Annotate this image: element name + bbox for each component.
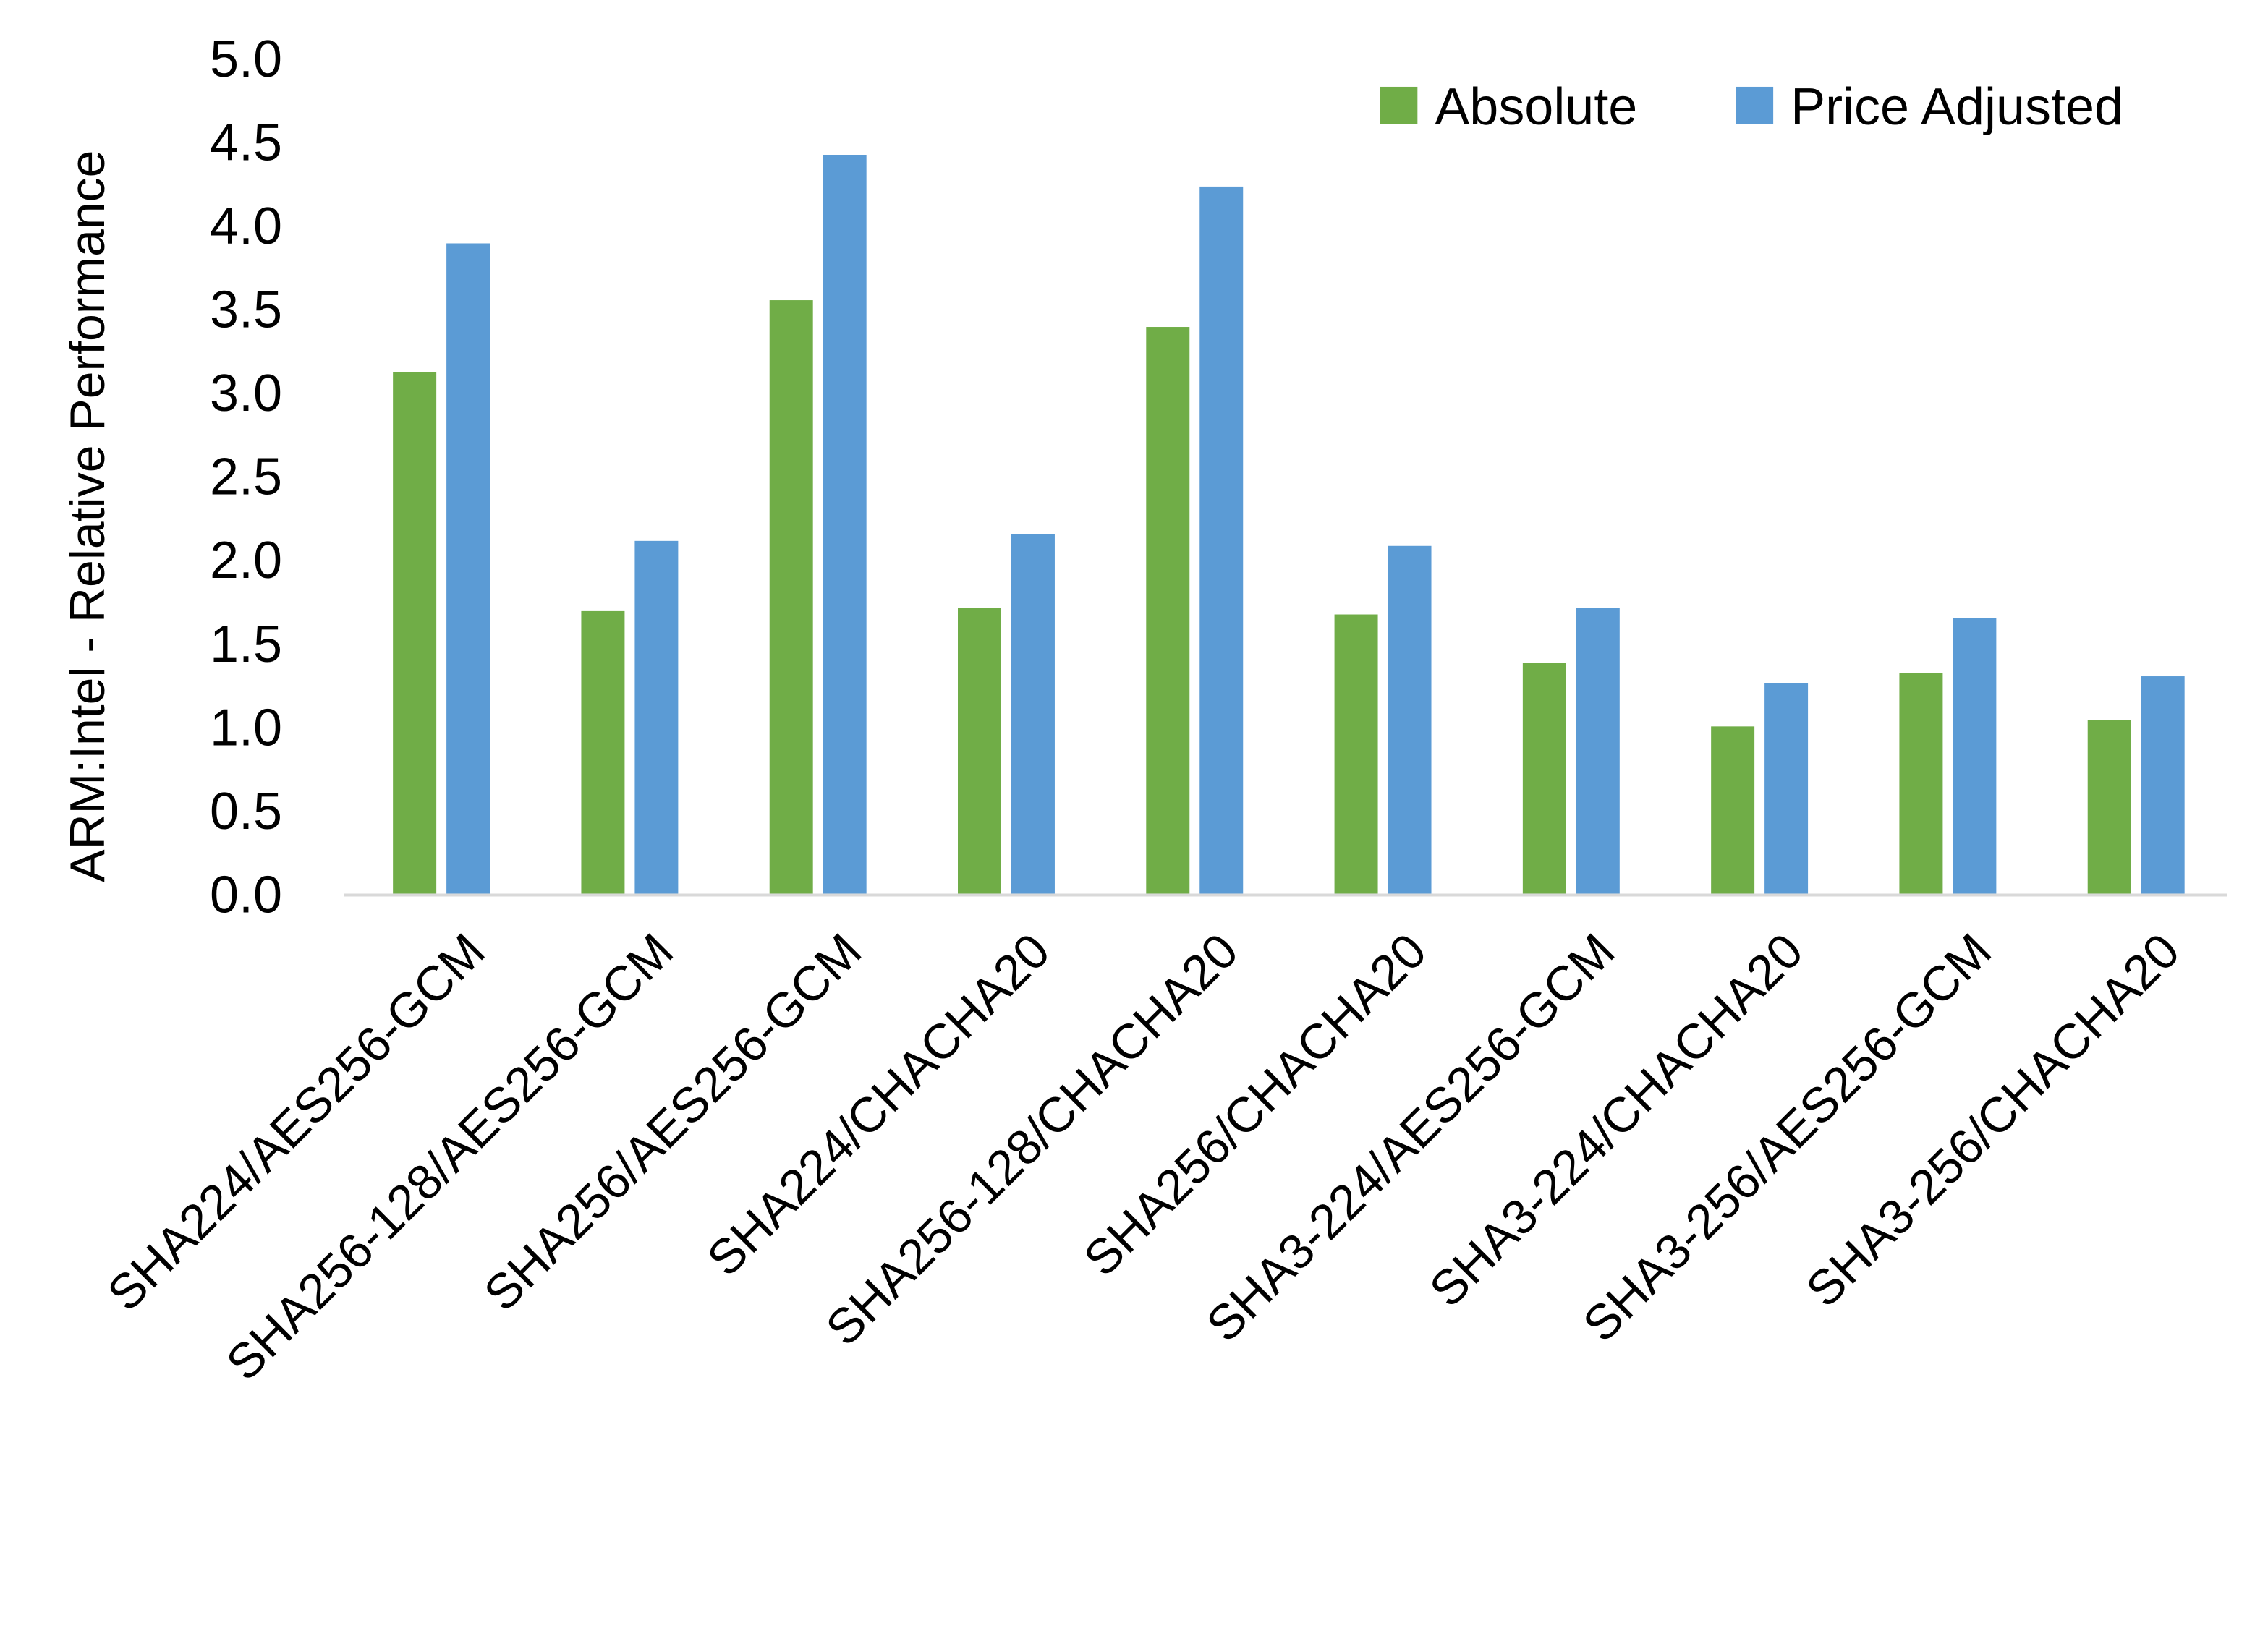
bar-absolute (1146, 327, 1190, 894)
bar-absolute (1711, 726, 1755, 894)
bars (393, 155, 2185, 894)
y-tick-label: 3.0 (210, 365, 282, 422)
y-tick-label: 3.5 (210, 281, 282, 339)
bar-absolute (2087, 720, 2131, 894)
y-tick-label: 1.5 (210, 616, 282, 673)
y-tick-label: 4.5 (210, 114, 282, 172)
bar-absolute (581, 610, 625, 894)
y-tick-label: 0.0 (210, 866, 282, 924)
y-tick-label: 2.5 (210, 448, 282, 506)
x-tick-label: SHA224/AES256-GCM (97, 923, 496, 1321)
bar-price-adjusted (1576, 608, 1620, 894)
bar-absolute (769, 300, 813, 894)
legend-label-absolute: Absolute (1435, 78, 1637, 136)
bar-price-adjusted (1199, 186, 1244, 894)
bar-price-adjusted (634, 540, 679, 894)
legend: Absolute Price Adjusted (1380, 78, 2123, 136)
x-tick-label: SHA3-224/CHACHA20 (1419, 923, 1813, 1317)
y-tick-label: 0.5 (210, 783, 282, 840)
bar-absolute (1334, 614, 1378, 894)
x-tick-label: SHA224/CHACHA20 (697, 923, 1061, 1287)
y-tick-label: 1.0 (210, 699, 282, 757)
bar-price-adjusted (1953, 618, 1997, 894)
bar-absolute (1899, 673, 1943, 894)
bar-absolute (1522, 663, 1566, 894)
legend-swatch-absolute (1380, 86, 1418, 124)
legend-swatch-price-adjusted (1736, 86, 1774, 124)
bar-absolute (958, 608, 1001, 894)
y-tick-label: 2.0 (210, 532, 282, 589)
bar-price-adjusted (2141, 676, 2185, 894)
x-axis-labels: SHA224/AES256-GCMSHA256-128/AES256-GCMSH… (97, 923, 2190, 1391)
bar-price-adjusted (1388, 545, 1432, 894)
x-tick-label: SHA256/AES256-GCM (474, 923, 872, 1321)
y-tick-label: 5.0 (210, 30, 282, 88)
y-axis-label: ARM:Intel - Relative Performance (60, 150, 115, 882)
bar-price-adjusted (446, 243, 490, 894)
bar-absolute (393, 372, 437, 894)
bar-price-adjusted (823, 155, 867, 894)
bar-price-adjusted (1011, 534, 1055, 894)
bar-price-adjusted (1764, 683, 1809, 894)
y-tick-label: 4.0 (210, 197, 282, 255)
x-tick-label: SHA3-256/CHACHA20 (1796, 923, 2190, 1317)
x-tick-label: SHA256/CHACHA20 (1074, 923, 1437, 1287)
y-axis-ticks: 0.0 0.5 1.0 1.5 2.0 2.5 3.0 3.5 4.0 4.5 5.0 (210, 30, 282, 924)
legend-label-price-adjusted: Price Adjusted (1791, 78, 2123, 136)
